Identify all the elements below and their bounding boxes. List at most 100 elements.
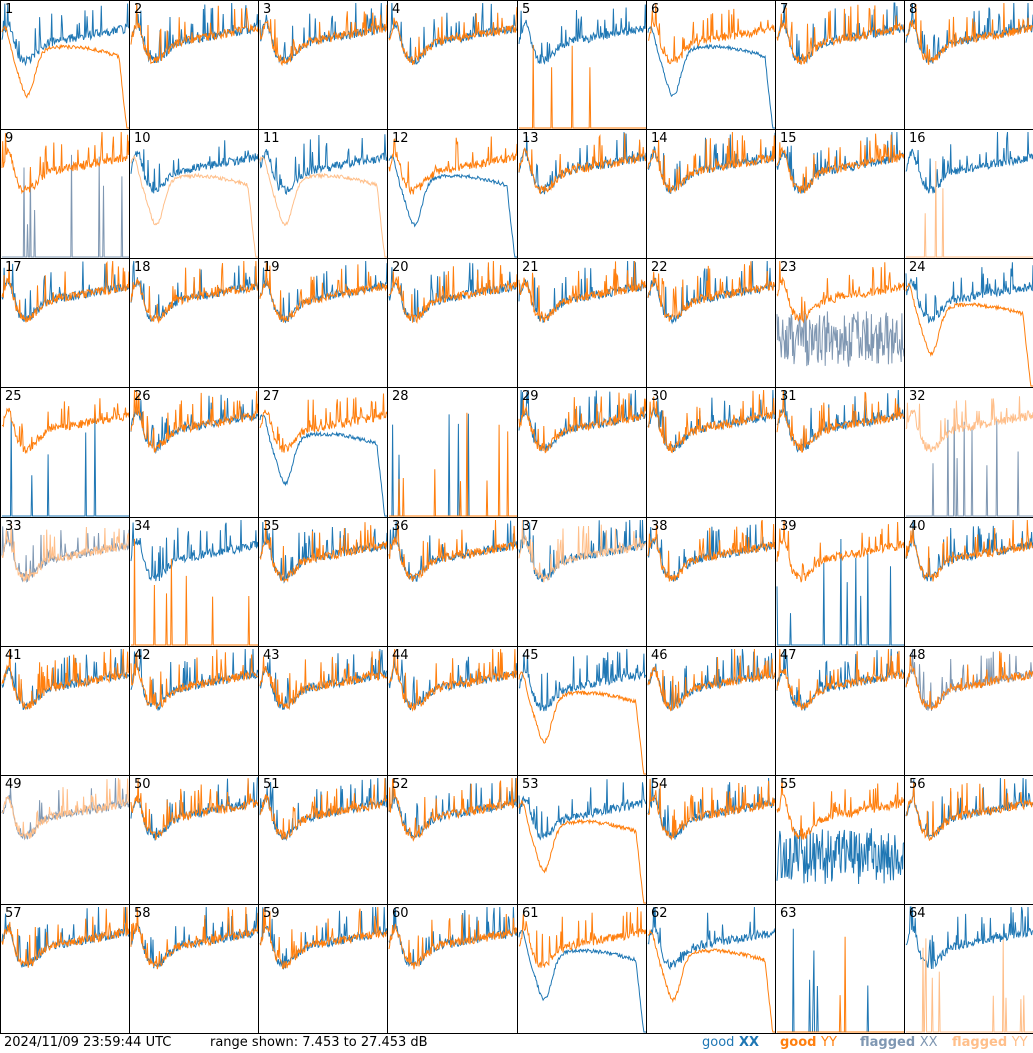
panel-plot-24 [905, 262, 1033, 387]
panel-label-53: 53 [522, 777, 539, 792]
panel-label-38: 38 [651, 519, 668, 534]
panel-21: 21 [517, 258, 647, 388]
series-xx-panel-55 [776, 828, 904, 885]
panel-plot-16 [905, 131, 1033, 258]
series-xx-panel-10 [130, 140, 258, 194]
series-yy-panel-36 [388, 519, 517, 583]
panel-5: 5 [517, 0, 647, 130]
panel-31: 31 [775, 387, 905, 518]
series-yy-panel-22 [647, 261, 775, 322]
panel-plot-23 [776, 260, 904, 367]
panel-42: 42 [129, 646, 259, 776]
series-xx-panel-36 [388, 520, 517, 582]
series-yy-panel-26 [130, 389, 258, 453]
panel-41: 41 [0, 646, 130, 776]
panel-62: 62 [646, 904, 776, 1034]
panel-43: 43 [258, 646, 388, 776]
panel-label-56: 56 [909, 777, 926, 792]
panel-label-46: 46 [651, 648, 668, 663]
panel-label-40: 40 [909, 519, 926, 534]
panel-label-59: 59 [263, 906, 280, 921]
panel-3: 3 [258, 0, 388, 130]
panel-plot-55 [776, 777, 904, 885]
panel-plot-13 [518, 131, 646, 195]
panel-label-25: 25 [5, 389, 22, 404]
series-yy-panel-45 [518, 671, 646, 775]
panel-label-7: 7 [780, 2, 789, 17]
legend-good-xx: good XX [702, 1035, 759, 1050]
series-yy-panel-32 [905, 396, 1033, 453]
panel-label-44: 44 [392, 648, 409, 663]
panel-label-32: 32 [909, 389, 926, 404]
series-yy-panel-24 [905, 282, 1033, 387]
panel-plot-7 [776, 2, 904, 65]
panel-plot-18 [130, 260, 258, 324]
series-yy-panel-20 [388, 260, 517, 324]
panel-label-39: 39 [780, 519, 797, 534]
panel-plot-53 [518, 779, 646, 904]
panel-plot-32 [905, 396, 1033, 517]
series-yy-panel-37 [518, 519, 646, 583]
panel-plot-59 [259, 906, 387, 970]
series-yy-panel-4 [388, 7, 517, 66]
series-yy-panel-62 [647, 929, 775, 1033]
series-yy-panel-11 [259, 155, 387, 258]
legend-good-yy-word: good [780, 1035, 817, 1050]
panel-label-20: 20 [392, 260, 409, 275]
panel-label-10: 10 [134, 131, 151, 146]
series-yy-panel-43 [259, 651, 387, 711]
series-yy-panel-54 [647, 778, 775, 841]
panel-label-1: 1 [5, 2, 14, 17]
panel-label-18: 18 [134, 260, 151, 275]
footer: 2024/11/09 23:59:44 UTC range shown: 7.4… [0, 1033, 1033, 1053]
series-yy-panel-40 [905, 519, 1033, 582]
panel-label-55: 55 [780, 777, 797, 792]
panel-label-54: 54 [651, 777, 668, 792]
panel-plot-9 [1, 131, 129, 258]
panel-plot-60 [388, 906, 517, 970]
series-yy-panel-19 [259, 262, 387, 323]
panel-plot-27 [259, 393, 387, 517]
panel-56: 56 [904, 775, 1033, 905]
panel-plot-49 [1, 777, 129, 841]
panel-plot-47 [776, 648, 904, 711]
series-yy-panel-34 [131, 538, 258, 646]
series-xx-panel-39 [776, 538, 904, 646]
panel-label-62: 62 [651, 906, 668, 921]
panel-18: 18 [129, 258, 259, 388]
timestamp: 2024/11/09 23:59:44 UTC [4, 1035, 172, 1050]
panel-plot-56 [905, 777, 1033, 842]
panel-label-43: 43 [263, 648, 280, 663]
panel-63: 63 [775, 904, 905, 1034]
panel-plot-8 [905, 2, 1033, 65]
series-xx-panel-64 [905, 906, 1033, 969]
legend-good-xx-pol: XX [738, 1035, 759, 1050]
panel-34: 34 [129, 517, 259, 647]
panel-55: 55 [775, 775, 905, 905]
panel-16: 16 [904, 129, 1033, 259]
series-yy-panel-63 [777, 936, 904, 1033]
panel-plot-30 [647, 389, 775, 454]
panel-label-30: 30 [651, 389, 668, 404]
panel-plot-43 [259, 648, 387, 711]
panel-plot-44 [388, 648, 517, 712]
panel-52: 52 [387, 775, 518, 905]
panel-plot-28 [389, 412, 517, 517]
series-yy-panel-42 [130, 649, 258, 710]
panel-50: 50 [129, 775, 259, 905]
series-xx-panel-27 [259, 414, 387, 517]
panel-38: 38 [646, 517, 776, 647]
panel-label-41: 41 [5, 648, 22, 663]
panel-label-36: 36 [392, 519, 409, 534]
panel-label-21: 21 [522, 260, 539, 275]
panel-plot-12 [388, 136, 517, 258]
series-yy-panel-47 [776, 648, 904, 711]
panel-37: 37 [517, 517, 647, 647]
series-yy-panel-21 [518, 260, 646, 323]
legend-good-yy-pol: YY [821, 1035, 837, 1050]
series-yy-panel-7 [776, 4, 904, 65]
series-xx-panel-1 [1, 3, 129, 67]
panel-49: 49 [0, 775, 130, 905]
panel-46: 46 [646, 646, 776, 776]
